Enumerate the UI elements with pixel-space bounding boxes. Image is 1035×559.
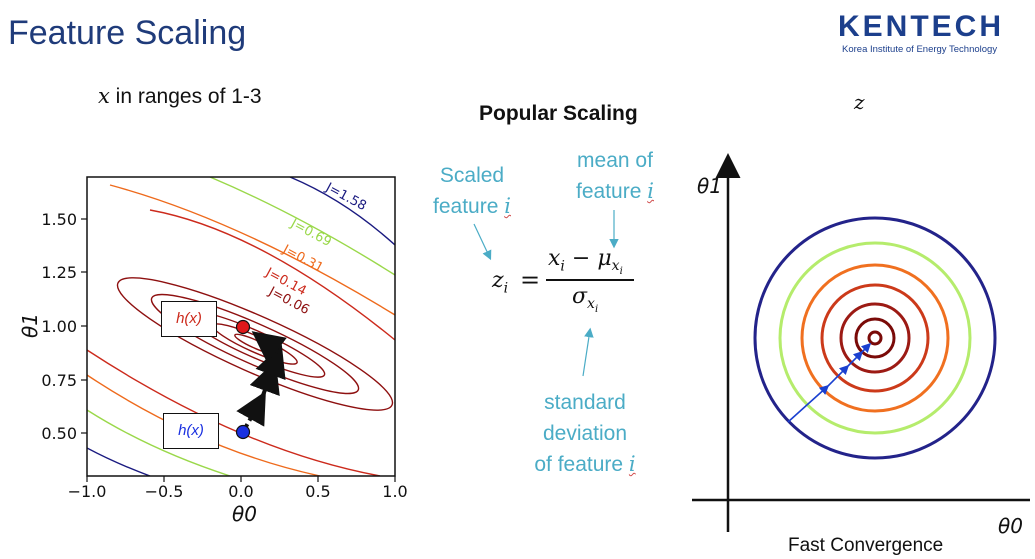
- range-text: in ranges of 1-3: [109, 85, 262, 108]
- start-point: [235, 424, 251, 440]
- contour-ellipse: [212, 323, 298, 365]
- right-y-axis-label: θ1: [697, 174, 722, 198]
- x-tick-label: −1.0: [68, 482, 107, 501]
- num-var: x: [548, 246, 561, 271]
- x-tick-label: 1.0: [382, 482, 407, 501]
- contour-red-upper: [149, 209, 395, 341]
- optimum-point: [235, 319, 251, 335]
- y-axis-label: θ1: [18, 313, 42, 338]
- index-variable: i: [628, 452, 636, 476]
- note-line: feature i: [422, 191, 522, 222]
- contour-ellipse: [150, 293, 360, 395]
- den-sub: x: [587, 296, 595, 313]
- mu-sub: x: [611, 258, 620, 275]
- contour-circle: [839, 302, 911, 374]
- y-tick-label: 0.50: [41, 424, 77, 443]
- popular-scaling-title: Popular Scaling: [479, 102, 638, 125]
- sigma-symbol: σ: [572, 284, 588, 309]
- slide-title: Feature Scaling: [8, 14, 247, 52]
- contour-label: J=0.31: [279, 242, 325, 276]
- contour-lime-lower: [87, 409, 231, 476]
- contour-circle: [867, 330, 883, 346]
- annotation-arrows: [473, 210, 619, 377]
- note-line: deviation: [542, 422, 628, 445]
- contour-circle: [820, 283, 930, 393]
- contour-label: J=0.69: [287, 216, 333, 250]
- contour-navy-upper: [289, 177, 395, 246]
- contour-circle: [778, 241, 972, 435]
- formula-numerator: xi − μxi: [548, 246, 623, 277]
- contour-red-lower: [87, 349, 381, 476]
- note-text: feature: [433, 195, 499, 218]
- y-tick-label: 1.25: [41, 263, 77, 282]
- std-note: standard deviation of feature i: [520, 387, 650, 480]
- x-tick-label: −0.5: [145, 482, 184, 501]
- right-x-axis-label: θ0: [998, 514, 1023, 535]
- scaling-formula: zi = xi − μxi σxi: [480, 242, 650, 322]
- contour-circle: [753, 216, 997, 460]
- fraction-bar: [546, 279, 634, 281]
- mu-symbol: μ: [597, 246, 612, 271]
- x-tick-label: 0.5: [305, 482, 330, 501]
- note-line: of feature i: [520, 449, 650, 480]
- note-line: feature i: [560, 176, 670, 207]
- formula-denominator: σxi: [572, 284, 598, 315]
- hx-label-start: h(x): [163, 413, 219, 449]
- contour-ellipse: [116, 277, 394, 411]
- formula-lhs: zi: [492, 268, 508, 296]
- gradient-path-scaled: [787, 342, 872, 423]
- note-line: mean of: [577, 149, 653, 172]
- den-subsub: i: [594, 304, 599, 316]
- equals-sign: =: [520, 266, 541, 294]
- note-line: standard: [544, 391, 626, 414]
- num-sub: i: [560, 258, 565, 275]
- contour-plot-unscaled: J=1.58 J=0.69 J=0.31 J=0.14 J=0.06 −1.0 …: [18, 176, 408, 526]
- y-tick-label: 0.75: [41, 371, 77, 390]
- hx-label-optimum: h(x): [161, 301, 217, 337]
- contour-orange-upper: [109, 184, 395, 316]
- contour-circle: [800, 263, 950, 413]
- scaled-feature-note: Scaled feature i: [422, 160, 522, 222]
- x-axis-label: θ0: [232, 502, 257, 526]
- mean-note: mean of feature i: [560, 145, 670, 207]
- minus-sign: −: [571, 246, 591, 271]
- x-variable: x: [98, 84, 110, 108]
- y-tick-label: 1.00: [41, 317, 77, 336]
- y-tick-label: 1.50: [41, 210, 77, 229]
- index-variable: i: [647, 179, 654, 203]
- lhs-var: z: [492, 268, 504, 293]
- note-text: of feature: [534, 453, 624, 476]
- logo-wordmark: KENTECH: [838, 10, 1005, 43]
- contour-lime-upper: [209, 177, 395, 276]
- z-variable: z: [854, 90, 865, 114]
- contour-circle: [854, 317, 896, 359]
- x-tick-label: 0.0: [228, 482, 253, 501]
- kentech-logo: KENTECH Korea Institute of Energy Techno…: [838, 10, 1018, 58]
- contour-navy-lower: [87, 447, 151, 476]
- logo-subtitle: Korea Institute of Energy Technology: [842, 44, 998, 55]
- lhs-sub: i: [503, 280, 509, 297]
- index-variable: i: [504, 194, 511, 218]
- fast-convergence-caption: Fast Convergence: [788, 535, 944, 556]
- mu-subsub: i: [619, 266, 623, 278]
- left-caption: x in ranges of 1-3: [98, 84, 262, 109]
- note-text: feature: [576, 180, 642, 203]
- circular-contours: [753, 216, 997, 460]
- note-line: Scaled: [439, 164, 505, 187]
- contour-plot-scaled: θ1 θ0: [692, 153, 1030, 535]
